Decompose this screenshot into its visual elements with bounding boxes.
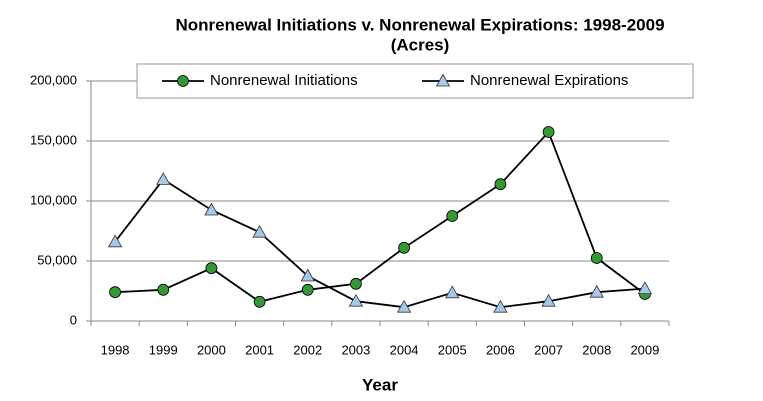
data-point: [398, 241, 410, 254]
legend-marker: [435, 73, 451, 87]
x-axis-label: Year: [362, 375, 398, 394]
x-tick-label: 2007: [534, 342, 563, 357]
legend-box: [136, 63, 694, 99]
data-point: [107, 234, 123, 248]
x-tick-label: 2004: [390, 342, 419, 357]
data-point: [252, 224, 267, 238]
legend-label: Nonrenewal Expirations: [470, 72, 628, 89]
data-point: [589, 284, 604, 298]
y-tick-label: 0: [70, 312, 77, 327]
x-tick-label: 2002: [293, 342, 322, 357]
chart-subtitle: (Acres): [391, 35, 450, 54]
legend-label: Nonrenewal Initiations: [210, 72, 358, 89]
chart-title: Nonrenewal Initiations v. Nonrenewal Exp…: [175, 15, 664, 34]
data-point: [157, 283, 170, 296]
x-tick-label: 1998: [101, 342, 130, 357]
y-tick-label: 200,000: [30, 72, 77, 87]
series-line: [114, 178, 645, 309]
y-tick-label: 100,000: [30, 192, 77, 207]
data-point: [493, 299, 508, 313]
x-tick-label: 2001: [245, 342, 274, 357]
data-point: [300, 268, 315, 282]
data-point: [204, 202, 219, 216]
y-tick-label: 50,000: [37, 252, 77, 267]
data-point: [446, 210, 459, 222]
data-point: [156, 172, 171, 185]
y-tick-label: 150,000: [30, 132, 77, 147]
x-tick-label: 2003: [341, 342, 370, 357]
x-tick-label: 2006: [486, 342, 515, 357]
x-tick-label: 2008: [582, 342, 611, 357]
data-point: [494, 178, 507, 191]
data-point: [109, 286, 121, 299]
legend-marker: [177, 75, 189, 87]
x-tick-label: 2009: [630, 342, 659, 357]
data-point: [348, 293, 364, 307]
series-line: [115, 130, 646, 303]
x-tick-label: 1999: [149, 342, 178, 357]
data-point: [445, 285, 460, 299]
data-point: [542, 126, 555, 138]
data-point: [396, 299, 412, 313]
data-point: [253, 295, 266, 308]
x-tick-label: 2000: [197, 342, 226, 357]
data-point: [205, 262, 218, 275]
data-point: [637, 281, 653, 295]
data-point: [350, 277, 362, 290]
data-point: [590, 252, 603, 264]
data-point: [541, 293, 556, 307]
data-point: [301, 283, 314, 296]
x-tick-label: 2005: [438, 342, 467, 357]
